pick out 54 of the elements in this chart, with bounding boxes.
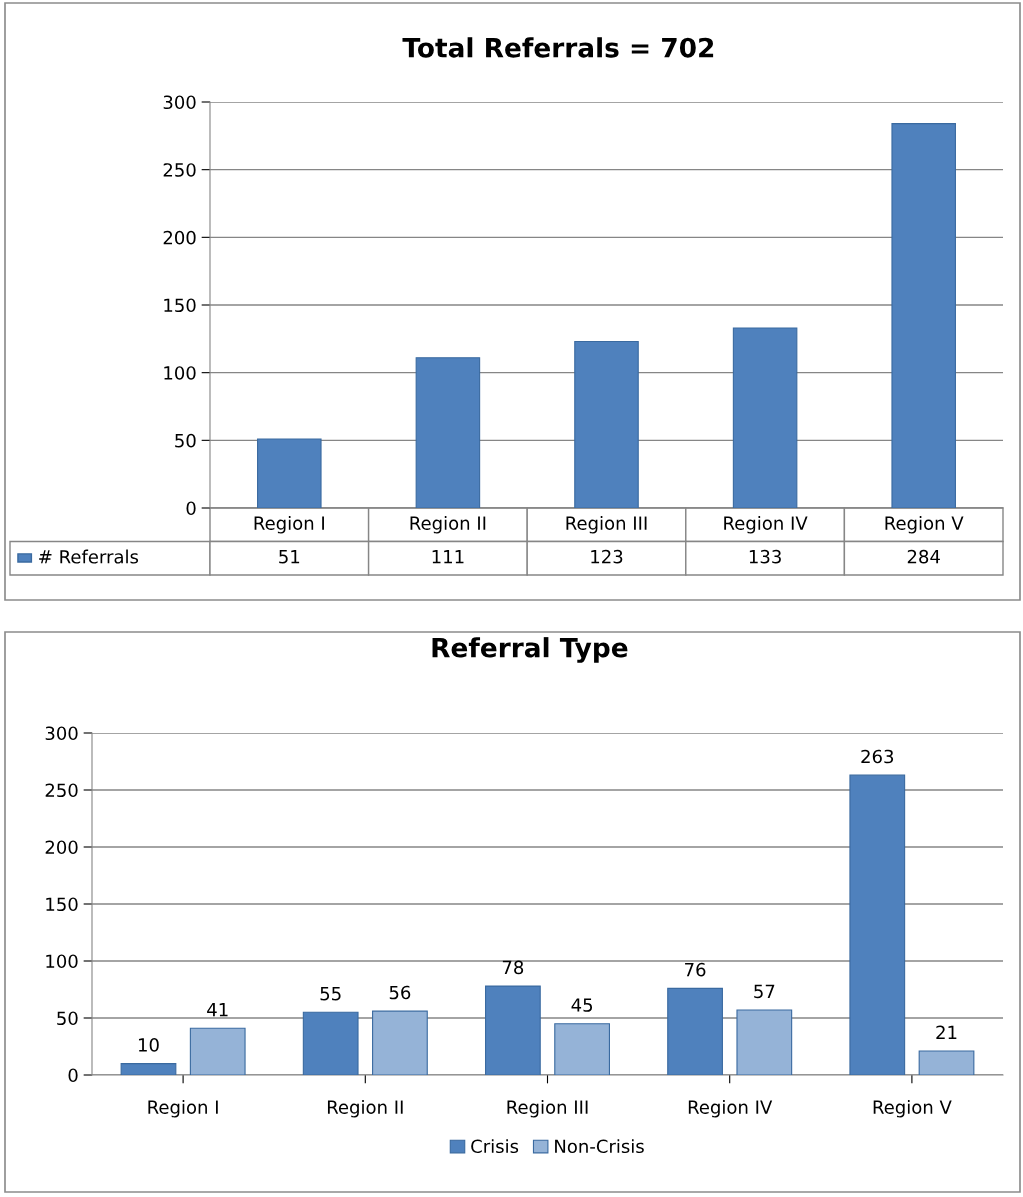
y-tick-label: 0	[68, 1068, 78, 1083]
y-tick-label: 150	[164, 298, 196, 313]
x-tick-label: Region I	[254, 516, 324, 534]
data-label: 21	[936, 1025, 957, 1039]
legend-label: Crisis	[471, 1139, 519, 1154]
bar	[120, 1063, 177, 1075]
y-tick-label: 300	[163, 95, 196, 110]
x-tick-label: Region III	[507, 1100, 588, 1118]
y-tick-label: 250	[163, 163, 196, 177]
bar	[484, 985, 541, 1075]
data-label: 55	[320, 987, 341, 1001]
bar	[667, 987, 723, 1075]
bar	[849, 774, 906, 1075]
bar	[302, 1011, 359, 1075]
data-label: 57	[754, 984, 775, 999]
y-tick-label: 100	[46, 954, 78, 969]
y-tick-label: 250	[45, 783, 78, 798]
x-tick-label: Region II	[327, 1100, 403, 1118]
y-tick-label: 200	[45, 840, 78, 855]
y-tick-label: 0	[186, 501, 196, 516]
data-label: 41	[207, 1003, 228, 1017]
bar	[554, 1023, 611, 1075]
x-tick-label: Region I	[148, 1100, 218, 1118]
legend-label: Non-Crisis	[555, 1139, 644, 1154]
y-tick-label: 50	[57, 1011, 78, 1026]
data-label: 51	[279, 550, 300, 564]
data-label: 284	[907, 549, 940, 564]
data-label: 45	[571, 998, 593, 1012]
x-tick-label: Region IV	[724, 516, 808, 534]
bar	[736, 1009, 793, 1075]
y-tick-label: 200	[163, 230, 196, 245]
data-label: 111	[432, 550, 464, 564]
y-tick-label: 150	[46, 897, 78, 912]
data-label: 56	[389, 985, 411, 1000]
x-tick-label: Region V	[873, 1100, 952, 1118]
y-tick-label: 300	[45, 726, 78, 741]
legend-label: # Referrals	[39, 549, 139, 564]
x-tick-label: Region IV	[688, 1100, 773, 1118]
data-label: 133	[749, 549, 781, 564]
y-tick-label: 100	[164, 366, 196, 380]
data-label: 78	[502, 960, 524, 975]
y-tick-label: 50	[175, 433, 196, 448]
bar	[189, 1027, 246, 1075]
data-label: 123	[591, 549, 623, 564]
data-label: 76	[685, 962, 706, 977]
x-tick-label: Region III	[566, 516, 647, 534]
x-tick-label: Region V	[885, 516, 964, 534]
bar	[372, 1010, 428, 1075]
data-label: 10	[138, 1038, 159, 1052]
bar	[918, 1050, 975, 1075]
data-label: 263	[861, 749, 894, 764]
chart-title: Referral Type	[432, 637, 628, 663]
chart-title: Total Referrals = 702	[402, 37, 714, 58]
x-tick-label: Region II	[410, 516, 486, 534]
